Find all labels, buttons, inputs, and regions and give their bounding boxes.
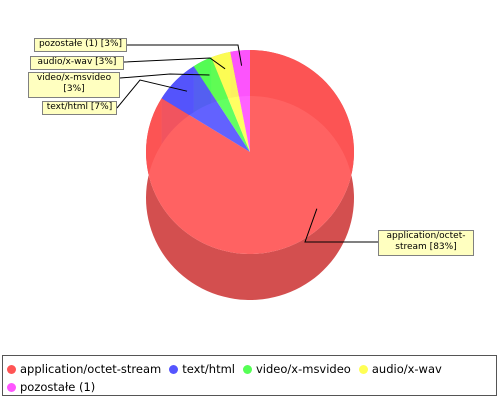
chart-legend: application/octet-stream text/html video… (2, 355, 497, 396)
pie-slice-wav (211, 51, 250, 152)
legend-swatch-other (7, 382, 16, 392)
leader-line-wav (123, 57, 226, 70)
leader-line-octet-stream (304, 208, 378, 243)
leader-line-msvideo (119, 73, 210, 79)
slice-label-wav: audio/x-wav [3%] (30, 56, 124, 70)
slice-label-octet-stream: application/octet-stream [83%] (378, 230, 474, 256)
pie-slice-html (161, 66, 250, 152)
legend-label-html: text/html (182, 362, 235, 376)
legend-swatch-wav (358, 364, 368, 374)
legend-label-wav: audio/x-wav (371, 362, 442, 376)
legend-swatch-msvideo (243, 364, 252, 374)
legend-item-html: text/html (169, 362, 235, 376)
slice-label-other: pozostałe (1) [3%] (34, 38, 127, 52)
legend-item-msvideo: video/x-msvideo (243, 362, 351, 376)
legend-swatch-octet-stream (7, 364, 16, 374)
slice-label-html: text/html [7%] (42, 101, 117, 115)
legend-item-other: pozostałe (1) (7, 380, 95, 394)
pie-slice-msvideo (193, 57, 250, 152)
legend-row-2: pozostałe (1) (7, 378, 492, 396)
legend-label-other: pozostałe (1) (20, 380, 96, 394)
legend-swatch-html (169, 364, 179, 374)
legend-row-1: application/octet-stream text/html video… (7, 360, 492, 378)
legend-item-wav: audio/x-wav (358, 362, 442, 376)
slice-label-msvideo: video/x-msvideo [3%] (28, 72, 120, 98)
pie-slice-other (230, 50, 250, 152)
leader-line-html (116, 79, 188, 109)
legend-label-octet-stream: application/octet-stream (20, 362, 162, 376)
legend-item-octet-stream: application/octet-stream (7, 362, 161, 376)
leader-line-other (127, 44, 243, 66)
legend-label-msvideo: video/x-msvideo (256, 362, 351, 376)
